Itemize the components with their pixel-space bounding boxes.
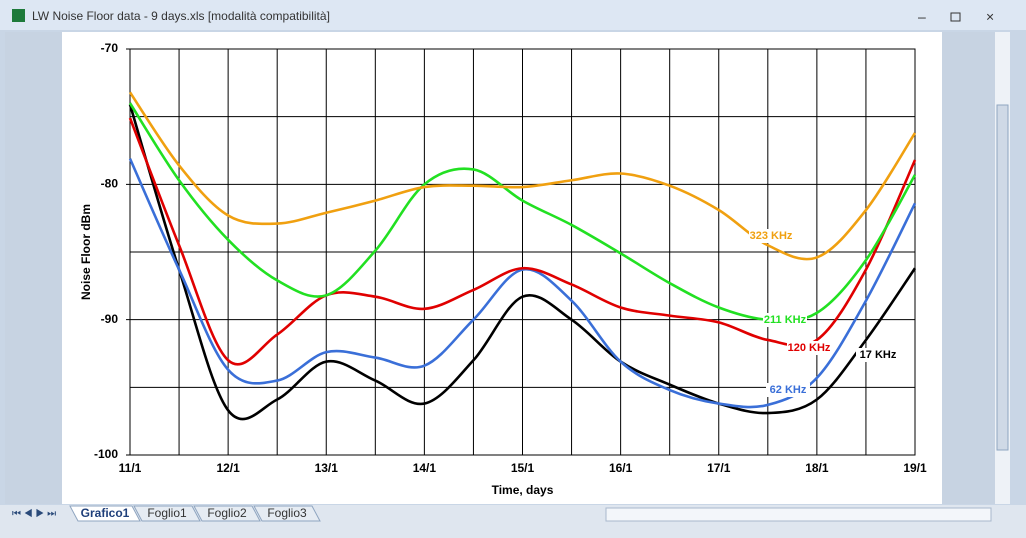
x-tick-label: 15/1 [511, 461, 535, 475]
series-line [128, 91, 917, 261]
series-label: 17 KHz [860, 349, 897, 361]
series-label-bg [787, 341, 831, 355]
sheet-tab[interactable] [69, 505, 141, 522]
series-label: 62 KHz [770, 384, 807, 396]
maximize-button[interactable] [950, 12, 961, 22]
x-axis-title: Time, days [492, 483, 554, 497]
sheet-tab[interactable] [253, 505, 321, 522]
chart-area [62, 32, 942, 504]
sheet-tab[interactable] [193, 505, 261, 522]
title-bar [0, 0, 1026, 30]
series-label-bg [856, 348, 900, 362]
series-label-bg [763, 313, 807, 327]
x-tick-label: 18/1 [805, 461, 829, 475]
x-tick-label: 12/1 [216, 461, 240, 475]
sheet-tab[interactable] [133, 505, 201, 522]
x-tick-label: 11/1 [119, 461, 142, 475]
sheet-tab-label[interactable]: Grafico1 [81, 506, 130, 520]
excel-icon [12, 9, 25, 22]
scroll-thumb[interactable] [996, 104, 1009, 451]
x-tick-label: 13/1 [315, 461, 339, 475]
sheet-tab-label[interactable]: Foglio1 [147, 506, 187, 520]
tab-nav[interactable]: ⏮ ◀ ▶ ⏭ [12, 509, 56, 520]
minimize-button[interactable]: – [918, 9, 926, 25]
y-axis-title: Noise Floor dBm [79, 204, 93, 300]
y-tick-label: -80 [101, 177, 119, 191]
series-label: 120 KHz [788, 342, 831, 354]
window-title: LW Noise Floor data - 9 days.xls [modali… [32, 9, 330, 23]
series-line [128, 104, 917, 421]
series-label-bg [749, 229, 793, 243]
sheet-tab-label[interactable]: Foglio3 [267, 506, 307, 520]
x-tick-label: 19/1 [903, 461, 927, 475]
x-tick-label: 14/1 [413, 461, 437, 475]
y-tick-label: -100 [94, 447, 118, 461]
y-tick-label: -70 [101, 41, 119, 55]
y-tick-label: -90 [101, 312, 119, 326]
plot-border [129, 48, 916, 456]
sheet-tab-label[interactable]: Foglio2 [207, 506, 247, 520]
series-label: 211 KHz [764, 314, 807, 326]
close-button[interactable]: × [986, 9, 994, 25]
series-label: 323 KHz [750, 230, 793, 242]
horizontal-scrollbar[interactable] [605, 507, 992, 522]
x-tick-label: 17/1 [707, 461, 731, 475]
series-label-bg [766, 383, 810, 397]
x-tick-label: 16/1 [609, 461, 633, 475]
